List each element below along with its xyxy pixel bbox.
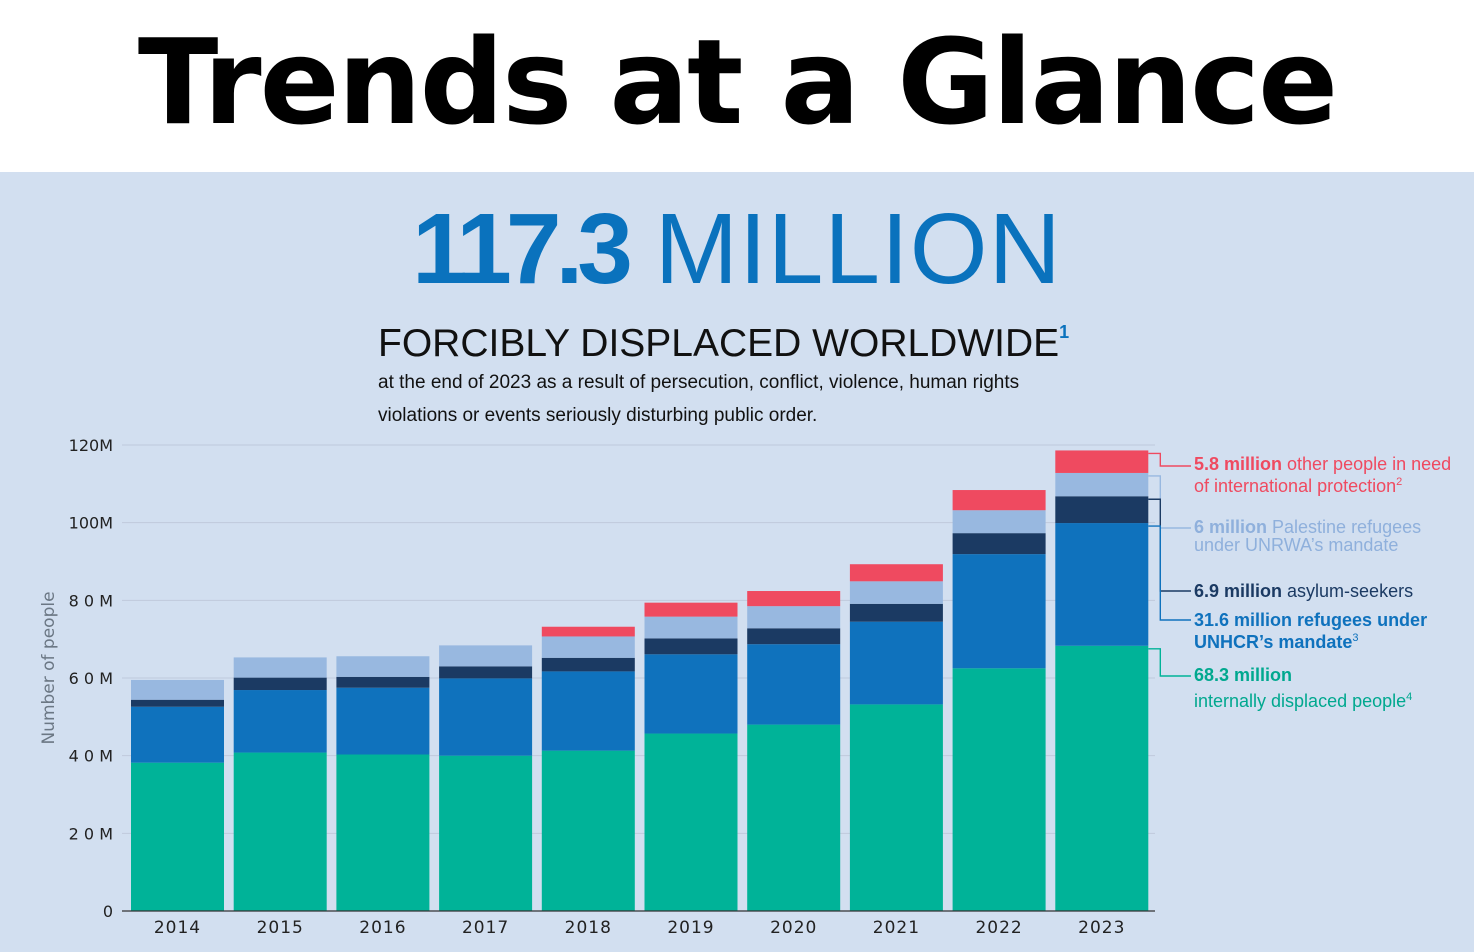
bar-segment-asylum (336, 676, 430, 688)
bar-segment-other (1055, 450, 1149, 473)
callout-refugees: 31.6 million refugees under UNHCR’s mand… (1194, 611, 1464, 651)
bar-segment-other (747, 591, 841, 607)
bar-segment-refugees (336, 687, 430, 755)
callout-idp-text: internally displaced people (1194, 691, 1407, 711)
bar-segment-idp (1055, 645, 1149, 911)
callout-other-text: other people in need of international pr… (1194, 454, 1452, 496)
x-tick-label: 2023 (1078, 918, 1125, 938)
callout-unrwa-value: 6 million (1194, 517, 1268, 537)
bar-segment-refugees (952, 554, 1046, 669)
x-tick-label: 2016 (359, 918, 406, 938)
y-tick-label: 8 0 M (69, 591, 113, 610)
bar-segment-unrwa (644, 616, 738, 639)
leader-line-idp (1148, 648, 1191, 677)
bar-segment-unrwa (233, 657, 327, 678)
bar-segment-idp (541, 750, 635, 911)
x-tick-label: 2019 (667, 918, 714, 938)
callout-refugees-footnote: 3 (1352, 632, 1359, 644)
bar-segment-idp (233, 752, 327, 911)
bar-segment-asylum (541, 657, 635, 672)
leader-line-refugees (1148, 525, 1191, 621)
y-tick-label: 0 (103, 902, 113, 921)
callout-unrwa: 6 million Palestine refugees under UNRWA… (1194, 518, 1464, 554)
y-tick-label: 6 0 M (69, 669, 113, 688)
x-tick-label: 2021 (873, 918, 920, 938)
bar-segment-refugees (747, 644, 841, 725)
callout-other-footnote: 2 (1396, 476, 1403, 488)
title-band: Trends at a Glance (0, 0, 1474, 172)
bar-segment-unrwa (336, 656, 430, 677)
x-tick-label: 2015 (257, 918, 304, 938)
bar-segment-asylum (439, 666, 533, 679)
bar-segment-refugees (131, 706, 224, 763)
bar-segment-refugees (541, 671, 635, 751)
x-tick-label: 2014 (154, 918, 201, 938)
bar-segment-idp (747, 724, 841, 911)
bar-segment-asylum (131, 699, 224, 707)
bar-segment-refugees (439, 678, 533, 756)
y-tick-label: 120M (69, 436, 113, 455)
bar-segment-other (849, 564, 943, 582)
bar-segment-unrwa (439, 645, 533, 667)
subheadline-text: FORCIBLY DISPLACED WORLDWIDE (378, 322, 1060, 365)
bar-segment-refugees (1055, 523, 1149, 646)
callout-other: 5.8 million other people in need of inte… (1194, 455, 1464, 495)
bar-segment-other (541, 626, 635, 637)
y-axis-label: Number of people (39, 591, 59, 744)
headline-number: 117.3 (412, 193, 633, 305)
leader-line-asylum (1148, 498, 1191, 592)
bar-segment-other (644, 602, 738, 617)
callout-idp-value: 68.3 million (1194, 665, 1293, 685)
bar-segment-unrwa (131, 679, 224, 700)
callout-idp-footnote: 4 (1406, 691, 1413, 703)
callout-refugees-value: 31.6 million refugees under UNHCR’s mand… (1194, 610, 1428, 652)
bar-segment-idp (952, 668, 1046, 911)
bar-segment-refugees (644, 654, 738, 734)
bar-segment-idp (644, 733, 738, 911)
x-tick-label: 2017 (462, 918, 509, 938)
callout-idp: 68.3 million internally displaced people… (1194, 666, 1464, 712)
subheadline: FORCIBLY DISPLACED WORLDWIDE1 (378, 308, 1069, 368)
y-tick-label: 2 0 M (69, 824, 113, 843)
bar-segment-unrwa (952, 510, 1046, 534)
bar-segment-unrwa (747, 606, 841, 629)
bar-segment-unrwa (849, 581, 943, 604)
bar-segment-unrwa (541, 636, 635, 658)
bar-segment-asylum (1055, 496, 1149, 524)
x-tick-label: 2018 (565, 918, 612, 938)
subheadline-footnote: 1 (1059, 322, 1070, 342)
bar-segment-asylum (644, 638, 738, 655)
bar-segment-other (952, 490, 1046, 511)
callout-asylum-text: asylum-seekers (1282, 581, 1414, 601)
bar-segment-asylum (952, 533, 1046, 555)
bar-segment-idp (131, 762, 224, 911)
bar-segment-asylum (233, 677, 327, 691)
description: at the end of 2023 as a result of persec… (378, 372, 1020, 426)
headline: 117.3 MILLION (0, 194, 1474, 304)
callout-asylum: 6.9 million asylum-seekers (1194, 582, 1464, 600)
y-tick-label: 100M (69, 514, 113, 533)
headline-unit: MILLION (654, 193, 1062, 305)
y-tick-label: 4 0 M (69, 747, 113, 766)
bar-segment-asylum (747, 628, 841, 645)
bar-segment-unrwa (1055, 472, 1149, 497)
leader-line-other (1148, 452, 1191, 467)
bar-segment-idp (439, 755, 533, 911)
callout-asylum-value: 6.9 million (1194, 581, 1283, 601)
page-title: Trends at a Glance (137, 13, 1338, 151)
callout-unrwa-text: Palestine refugees under UNRWA’s mandate (1194, 517, 1422, 555)
bar-segment-asylum (849, 603, 943, 622)
x-tick-label: 2022 (975, 918, 1022, 938)
leader-line-unrwa (1148, 475, 1191, 529)
bar-segment-refugees (233, 690, 327, 753)
bar-segment-idp (849, 704, 943, 911)
x-tick-label: 2020 (770, 918, 817, 938)
bar-segment-refugees (849, 621, 943, 705)
callout-other-value: 5.8 million (1194, 454, 1283, 474)
bar-segment-idp (336, 754, 430, 911)
